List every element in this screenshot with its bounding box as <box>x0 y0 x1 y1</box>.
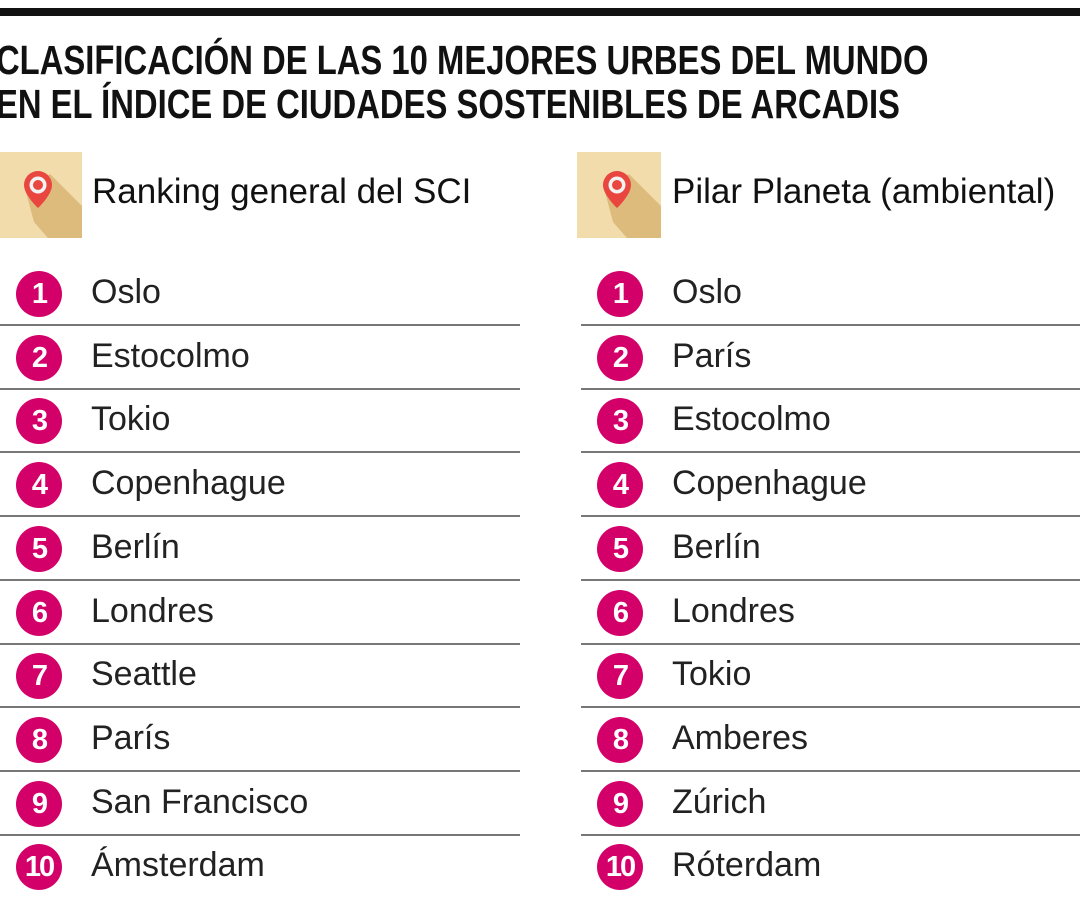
row-divider <box>581 451 1080 454</box>
row-divider <box>581 324 1080 326</box>
row-divider <box>581 833 1080 836</box>
rank-badge: 8 <box>16 716 62 763</box>
city-name: París <box>672 336 752 375</box>
row-divider <box>0 578 520 581</box>
city-name: Londres <box>672 591 795 630</box>
map-pin-icon <box>0 152 82 238</box>
list-item: 6 Londres <box>0 581 520 645</box>
rank-badge: 4 <box>16 462 62 509</box>
list-item: 3 Tokio <box>0 389 520 454</box>
row-divider <box>581 578 1080 581</box>
rank-badge: 9 <box>16 780 62 827</box>
row-divider <box>581 515 1080 518</box>
rank-badge: 5 <box>16 525 62 572</box>
list-item: 1 Oslo <box>0 262 520 326</box>
city-name: Londres <box>91 591 214 630</box>
row-divider <box>581 387 1080 390</box>
row-divider <box>0 387 520 390</box>
ranking-column: Ranking general del SCI 1 Oslo 2 Estocol… <box>0 0 520 900</box>
city-name: Oslo <box>91 273 161 311</box>
city-name: Tokio <box>91 400 171 439</box>
city-name: Estocolmo <box>672 400 831 439</box>
row-divider <box>0 769 520 772</box>
row-divider <box>0 515 520 518</box>
city-name: Zúrich <box>672 782 767 821</box>
city-name: Estocolmo <box>91 336 250 375</box>
row-divider <box>0 451 520 454</box>
rank-badge: 1 <box>597 271 643 317</box>
city-name: Ámsterdam <box>91 846 265 885</box>
rank-badge: 3 <box>597 398 643 445</box>
rank-badge: 1 <box>16 271 62 317</box>
row-divider <box>581 706 1080 709</box>
rank-badge: 9 <box>597 780 643 827</box>
city-name: Berlín <box>91 527 180 566</box>
city-name: Copenhague <box>91 464 286 503</box>
city-name: Berlín <box>672 527 761 566</box>
list-item: 2 Estocolmo <box>0 326 520 390</box>
top-rule <box>0 8 1080 16</box>
rank-badge: 2 <box>16 334 62 381</box>
column-heading: Pilar Planeta (ambiental) <box>672 172 1056 211</box>
row-divider <box>0 642 520 645</box>
list-item: 9 San Francisco <box>0 772 520 836</box>
rank-badge: 4 <box>597 462 643 509</box>
city-name: Oslo <box>672 273 742 311</box>
list-item: 8 Amberes <box>581 708 1080 772</box>
row-divider <box>0 324 520 326</box>
list-item: 10 Ámsterdam <box>0 835 520 899</box>
list-item: 9 Zúrich <box>581 772 1080 836</box>
list-item: 3 Estocolmo <box>581 389 1080 454</box>
row-divider <box>0 706 520 709</box>
list-item: 7 Tokio <box>581 644 1080 709</box>
city-name: Seattle <box>91 655 197 694</box>
column-heading: Ranking general del SCI <box>92 172 472 211</box>
row-divider <box>581 769 1080 772</box>
city-name: Amberes <box>672 718 809 757</box>
rank-badge: 6 <box>16 589 62 636</box>
title-line-2: EN EL ÍNDICE DE CIUDADES SOSTENIBLES DE … <box>0 81 900 127</box>
city-name: Róterdam <box>672 846 822 885</box>
city-name: Tokio <box>672 655 752 694</box>
list-item: 5 Berlín <box>0 517 520 581</box>
rank-badge: 6 <box>597 589 643 636</box>
row-divider <box>0 833 520 836</box>
city-name: París <box>91 718 171 757</box>
list-item: 6 Londres <box>581 581 1080 645</box>
rank-badge: 3 <box>16 398 62 445</box>
city-name: San Francisco <box>91 782 309 821</box>
rank-badge: 10 <box>16 844 62 891</box>
list-item: 4 Copenhague <box>0 453 520 518</box>
rank-badge: 10 <box>597 844 643 891</box>
ranking-column: Pilar Planeta (ambiental) 1 Oslo 2 París… <box>577 0 1080 900</box>
rank-badge: 8 <box>597 716 643 763</box>
list-item: 1 Oslo <box>581 262 1080 326</box>
list-item: 7 Seattle <box>0 644 520 709</box>
rank-badge: 7 <box>597 653 643 700</box>
city-name: Copenhague <box>672 464 867 503</box>
list-item: 5 Berlín <box>581 517 1080 581</box>
row-divider <box>581 642 1080 645</box>
title-line-1: CLASIFICACIÓN DE LAS 10 MEJORES URBES DE… <box>0 37 929 83</box>
list-item: 4 Copenhague <box>581 453 1080 518</box>
rank-badge: 2 <box>597 334 643 381</box>
list-item: 2 París <box>581 326 1080 390</box>
list-item: 10 Róterdam <box>581 835 1080 899</box>
rank-badge: 5 <box>597 525 643 572</box>
rank-badge: 7 <box>16 653 62 700</box>
list-item: 8 París <box>0 708 520 772</box>
map-pin-icon <box>577 152 661 238</box>
